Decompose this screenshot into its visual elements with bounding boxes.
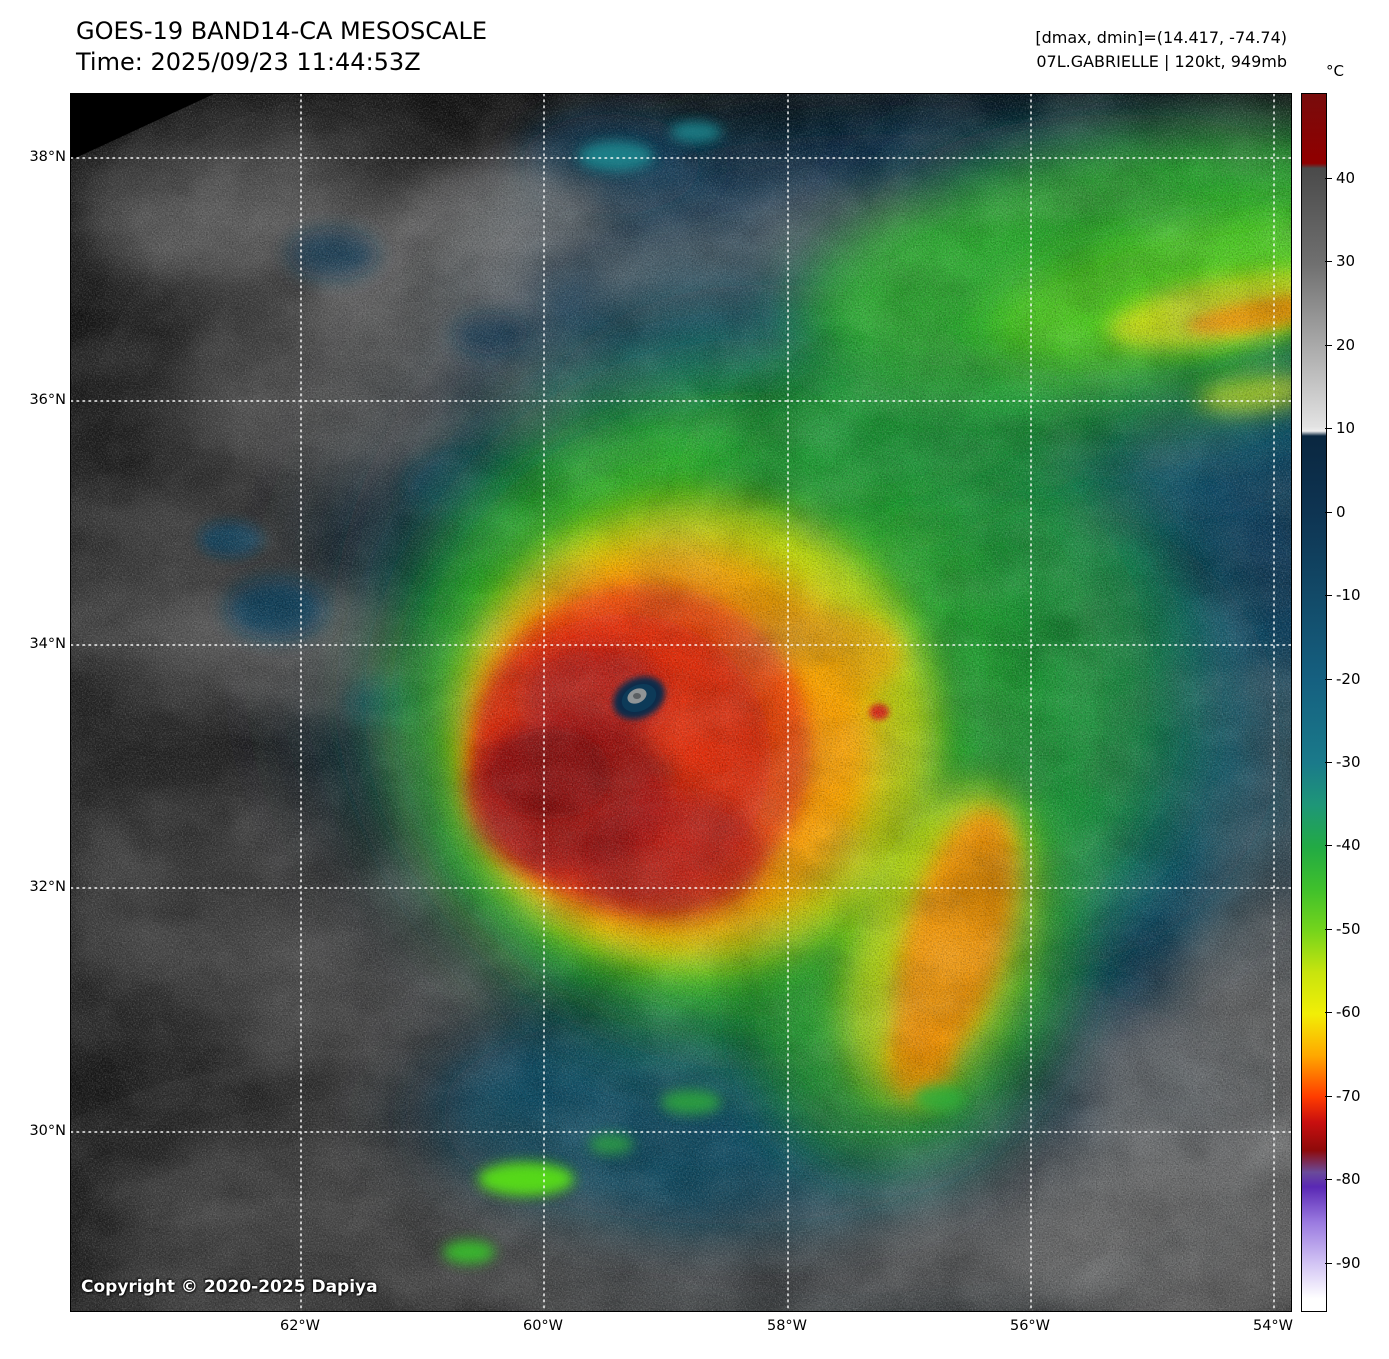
lat-axis-label: 30°N (29, 1123, 66, 1139)
page-title: GOES-19 BAND14-CA MESOSCALE (76, 17, 487, 45)
lon-axis-label: 58°W (766, 1318, 808, 1334)
lat-axis-label: 36°N (29, 392, 66, 408)
copyright-label: Copyright © 2020-2025 Dapiya (81, 1277, 378, 1297)
storm-info-label: 07L.GABRIELLE | 120kt, 949mb (1036, 52, 1287, 71)
lat-axis-label: 34°N (29, 636, 66, 652)
colorbar-tick: -40 (1325, 836, 1361, 854)
lon-axis-label: 62°W (279, 1318, 321, 1334)
colorbar-unit-label: °C (1326, 62, 1344, 80)
dmax-dmin-label: [dmax, dmin]=(14.417, -74.74) (1035, 28, 1287, 47)
colorbar-tick: -80 (1325, 1170, 1361, 1188)
colorbar-tick: -30 (1325, 753, 1361, 771)
lat-axis-label: 32°N (29, 879, 66, 895)
colorbar (1301, 93, 1327, 1312)
colorbar-tick: 10 (1324, 419, 1356, 437)
colorbar-tick: -20 (1325, 670, 1361, 688)
colorbar-tick: 30 (1324, 252, 1356, 270)
gridlines (71, 94, 1291, 1311)
colorbar-tick: -90 (1325, 1254, 1361, 1272)
colorbar-tick: -60 (1325, 1003, 1361, 1021)
colorbar-tick: -50 (1325, 920, 1361, 938)
lon-axis-label: 60°W (522, 1318, 564, 1334)
colorbar-tick: -10 (1325, 586, 1361, 604)
texture-overlay (71, 94, 1291, 1311)
title-block: GOES-19 BAND14-CA MESOSCALE Time: 2025/0… (76, 16, 487, 78)
small-cold-patches (443, 121, 965, 1264)
colorbar-tick: 40 (1324, 169, 1356, 187)
hurricane-eye (613, 676, 665, 720)
lon-axis-label: 54°W (1252, 1318, 1294, 1334)
colorbar-tick: 20 (1324, 336, 1356, 354)
lat-axis-label: 38°N (29, 149, 66, 165)
no-data-wedge (71, 94, 214, 160)
satellite-image (71, 94, 1291, 1311)
info-block: [dmax, dmin]=(14.417, -74.74) 07L.GABRIE… (1035, 26, 1287, 74)
colorbar-tick: 0 (1325, 503, 1346, 521)
satellite-map: Copyright © 2020-2025 Dapiya (70, 93, 1292, 1312)
lon-axis-label: 56°W (1009, 1318, 1051, 1334)
time-label: Time: 2025/09/23 11:44:53Z (76, 48, 421, 76)
colorbar-tick: -70 (1325, 1087, 1361, 1105)
